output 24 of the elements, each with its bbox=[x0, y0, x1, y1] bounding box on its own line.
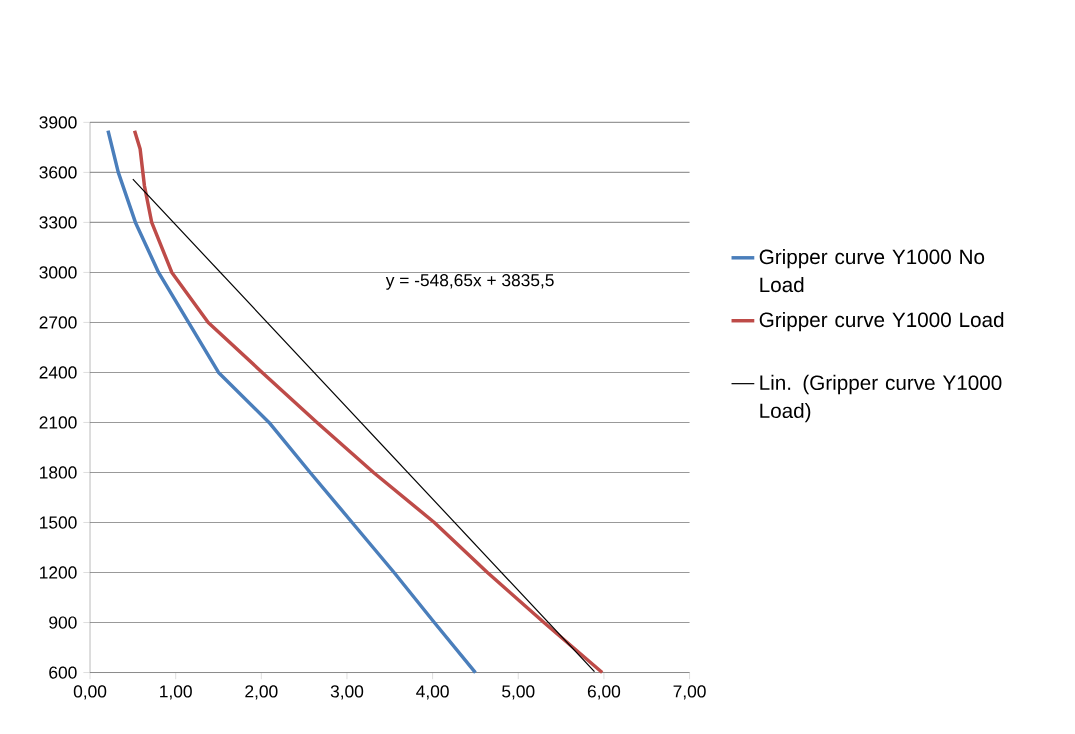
y-tick-label: 1800 bbox=[40, 466, 77, 479]
x-tick-label: 0,00 bbox=[73, 685, 107, 700]
y-tick-label: 1200 bbox=[40, 566, 77, 579]
y-tick-label: 2100 bbox=[39, 416, 77, 429]
x-tick-label: 2,00 bbox=[245, 685, 278, 700]
y-tick-label: 2400 bbox=[39, 366, 77, 379]
y-tick-label: 3000 bbox=[39, 266, 77, 279]
legend-label: Lin. (Gripper curve Y1000 Load) bbox=[760, 375, 1002, 423]
legend-label: Gripper curve Y1000 Load bbox=[759, 312, 1004, 332]
x-tick-label: 1,00 bbox=[160, 685, 192, 700]
y-tick-label: 2700 bbox=[39, 316, 77, 329]
x-tick-label: 4,00 bbox=[416, 685, 449, 700]
x-tick-label: 7,00 bbox=[673, 685, 706, 700]
annotation: y = -548,65x + 3835,5 bbox=[385, 274, 554, 290]
y-tick-label: 3300 bbox=[39, 216, 77, 229]
y-tick-label: 3600 bbox=[39, 166, 77, 179]
legend-label: Gripper curve Y1000 No Load bbox=[759, 249, 985, 293]
y-tick-label: 1500 bbox=[40, 516, 77, 529]
y-tick-label: 900 bbox=[49, 616, 77, 629]
x-tick-label: 6,00 bbox=[587, 685, 621, 700]
y-tick-label: 3900 bbox=[39, 116, 77, 129]
x-tick-label: 3,00 bbox=[330, 685, 364, 700]
y-tick-label: 600 bbox=[49, 666, 77, 679]
x-tick-label: 5,00 bbox=[502, 685, 535, 700]
